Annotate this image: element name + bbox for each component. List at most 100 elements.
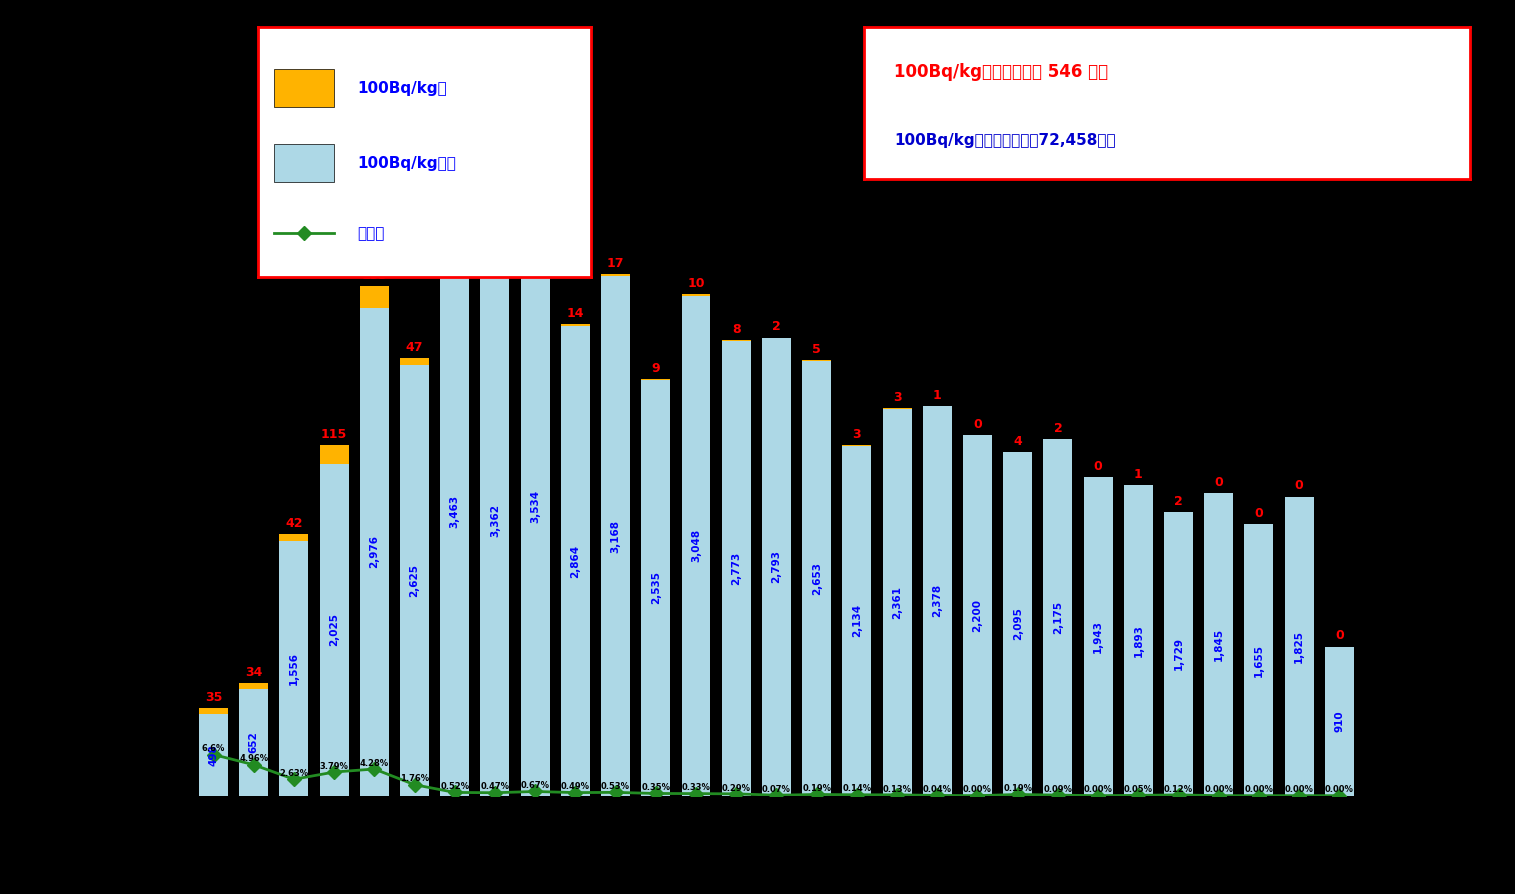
Bar — [400, 366, 429, 796]
Text: 498: 498 — [209, 744, 218, 766]
Bar — [561, 324, 589, 326]
Text: 2,095: 2,095 — [1012, 608, 1023, 640]
Bar — [1244, 525, 1274, 796]
Bar — [521, 213, 550, 216]
Text: 0.14%: 0.14% — [842, 784, 871, 794]
Bar — [682, 294, 711, 296]
Text: 3: 3 — [892, 391, 901, 404]
Bar — [561, 326, 589, 796]
Text: 0.67%: 0.67% — [521, 781, 550, 790]
Text: 4.96%: 4.96% — [239, 755, 268, 763]
Text: 115: 115 — [321, 428, 347, 441]
Bar — [923, 406, 951, 796]
Text: 0: 0 — [973, 418, 982, 431]
Text: 8: 8 — [732, 323, 741, 336]
Text: 18: 18 — [445, 208, 464, 221]
Bar — [1204, 493, 1233, 796]
Text: 3,048: 3,048 — [691, 529, 701, 562]
Bar — [239, 688, 268, 796]
Text: 1,729: 1,729 — [1174, 637, 1183, 670]
Text: 0.35%: 0.35% — [641, 783, 670, 792]
Text: 0: 0 — [1254, 507, 1264, 520]
Bar — [361, 308, 389, 796]
Text: 17: 17 — [608, 257, 624, 270]
Text: 5: 5 — [812, 343, 821, 356]
Text: 0.05%: 0.05% — [1124, 785, 1153, 794]
Text: 0: 0 — [1335, 629, 1344, 643]
Text: 1,893: 1,893 — [1133, 624, 1144, 657]
Bar — [361, 286, 389, 308]
Text: 0.13%: 0.13% — [883, 785, 912, 794]
Text: 0.47%: 0.47% — [480, 782, 509, 791]
Text: 2: 2 — [773, 320, 780, 333]
Bar — [1326, 646, 1354, 796]
Bar — [964, 435, 992, 796]
Text: 1: 1 — [933, 389, 942, 401]
Text: 2,773: 2,773 — [732, 552, 741, 585]
Text: 4.28%: 4.28% — [359, 759, 389, 768]
Text: 652: 652 — [248, 731, 259, 753]
Bar — [641, 379, 670, 380]
Text: 1,943: 1,943 — [1094, 620, 1103, 653]
Text: 0.00%: 0.00% — [964, 785, 992, 795]
Bar — [441, 225, 470, 228]
Text: 0: 0 — [1094, 460, 1103, 473]
Bar — [601, 274, 630, 276]
Text: 2: 2 — [1053, 422, 1062, 434]
Text: 2,378: 2,378 — [932, 584, 942, 618]
Text: 0.04%: 0.04% — [923, 785, 951, 794]
Text: 34: 34 — [245, 666, 262, 679]
Text: 42: 42 — [285, 517, 303, 529]
Bar — [400, 358, 429, 366]
Text: 超過率: 超過率 — [358, 226, 385, 240]
Bar — [320, 464, 348, 796]
FancyBboxPatch shape — [274, 70, 335, 107]
Text: 16: 16 — [486, 225, 503, 238]
Text: 2.63%: 2.63% — [279, 769, 309, 778]
Text: 0.52%: 0.52% — [441, 782, 470, 791]
Text: 2: 2 — [1174, 495, 1183, 508]
Bar — [801, 361, 832, 796]
Text: 0: 0 — [1295, 479, 1303, 493]
Text: 910: 910 — [1335, 710, 1344, 732]
Bar — [601, 276, 630, 796]
Text: 1,845: 1,845 — [1214, 628, 1224, 661]
Bar — [1124, 485, 1153, 796]
Bar — [641, 380, 670, 796]
Bar — [762, 338, 791, 796]
Text: 3,463: 3,463 — [450, 495, 459, 528]
Text: 100Bq/kg超: 100Bq/kg超 — [358, 80, 447, 96]
Text: 2,793: 2,793 — [771, 551, 782, 583]
Text: 0.12%: 0.12% — [1164, 785, 1194, 794]
Bar — [682, 296, 711, 796]
Text: 1,556: 1,556 — [289, 652, 298, 685]
Text: 1,655: 1,655 — [1254, 644, 1264, 677]
Text: 0.19%: 0.19% — [1003, 784, 1032, 793]
Bar — [721, 342, 751, 796]
Text: 2,025: 2,025 — [329, 613, 339, 646]
Text: 0.00%: 0.00% — [1244, 785, 1274, 795]
Text: 1.76%: 1.76% — [400, 774, 429, 783]
Text: 2,976: 2,976 — [370, 536, 379, 569]
Text: 4: 4 — [1014, 434, 1023, 448]
Text: 0.00%: 0.00% — [1083, 785, 1112, 795]
Text: 3,168: 3,168 — [611, 519, 621, 552]
Text: 2,535: 2,535 — [651, 571, 661, 604]
Text: 0.07%: 0.07% — [762, 785, 791, 794]
Text: 0.29%: 0.29% — [721, 783, 751, 793]
Text: 0.09%: 0.09% — [1044, 785, 1073, 794]
Text: 2,625: 2,625 — [409, 564, 420, 597]
Bar — [480, 245, 509, 796]
Text: 100Bq/kg以下の検体数：72,458検体: 100Bq/kg以下の検体数：72,458検体 — [894, 133, 1115, 148]
Text: 100Bq/kg以下: 100Bq/kg以下 — [358, 156, 456, 171]
Text: 35: 35 — [205, 691, 223, 704]
Text: 3,534: 3,534 — [530, 490, 541, 523]
Text: 0.00%: 0.00% — [1204, 785, 1233, 795]
Text: 1: 1 — [1133, 468, 1142, 481]
Bar — [883, 409, 912, 796]
Text: 6.6%: 6.6% — [201, 744, 226, 754]
Bar — [198, 708, 227, 714]
Text: 0.00%: 0.00% — [1326, 785, 1354, 795]
Text: 3: 3 — [853, 428, 861, 442]
Bar — [521, 216, 550, 796]
